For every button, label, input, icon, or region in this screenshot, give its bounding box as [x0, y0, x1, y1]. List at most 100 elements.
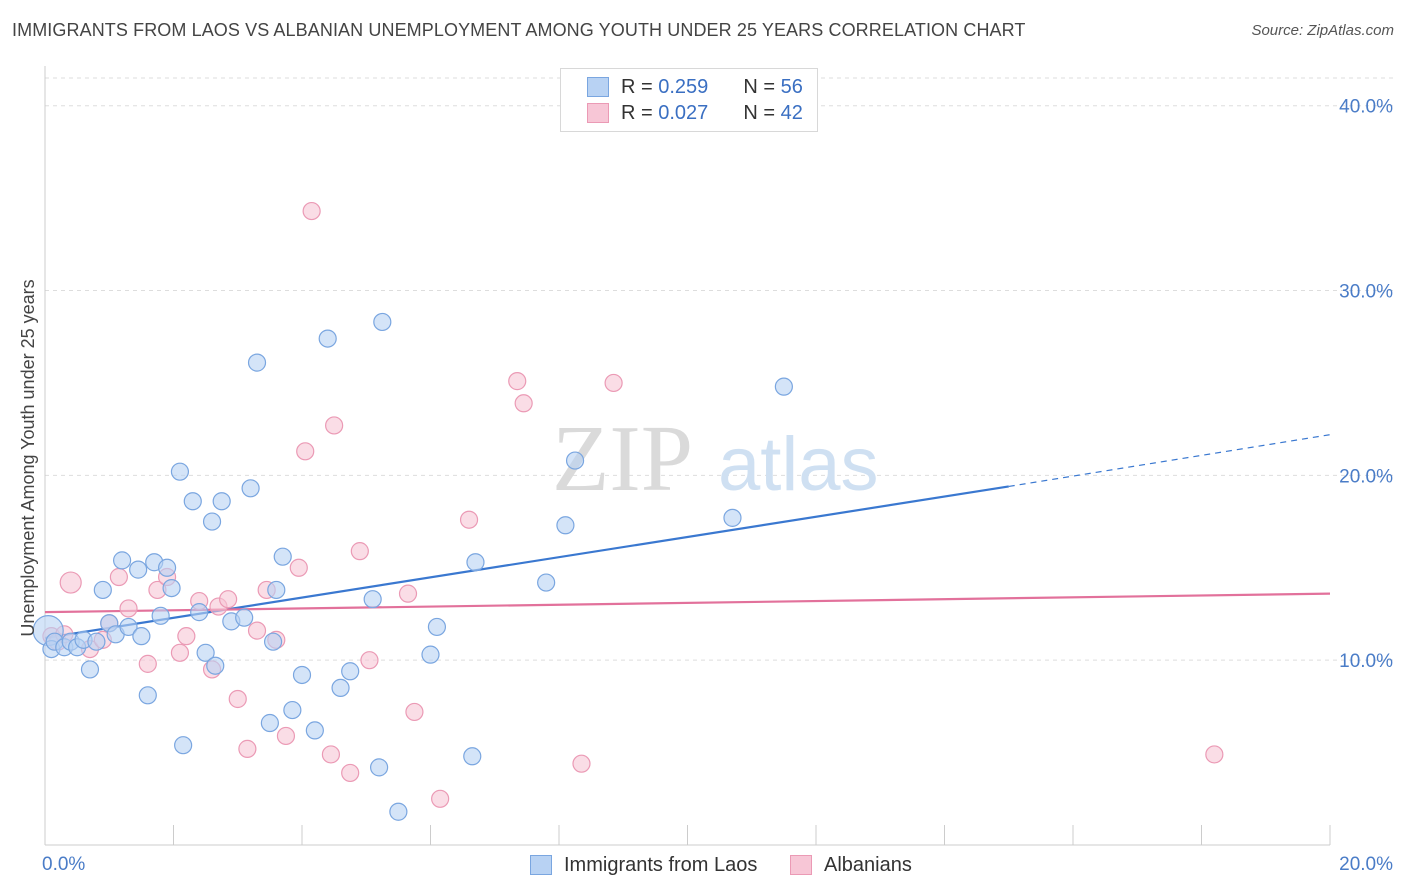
point-laos [93, 580, 112, 600]
point-albanians [350, 542, 369, 561]
point-albanians [289, 558, 308, 577]
point-laos [267, 580, 286, 600]
legend: R = 0.259 N = 56 R = 0.027 N = 42 [560, 68, 818, 132]
point-laos [774, 377, 793, 396]
point-laos [427, 617, 447, 637]
point-laos [389, 802, 408, 821]
point-albanians [398, 584, 418, 603]
point-laos [565, 451, 585, 470]
legend-n-label: N = [743, 75, 776, 98]
trend-line-laos-extension [1008, 434, 1331, 488]
point-laos [292, 665, 312, 685]
point-albanians [247, 621, 267, 640]
point-laos [263, 632, 283, 651]
point-albanians [109, 567, 128, 587]
point-laos [174, 736, 193, 755]
point-albanians [325, 416, 344, 435]
point-albanians [405, 702, 424, 722]
point-laos [273, 547, 292, 566]
point-albanians [341, 763, 360, 783]
bottom-legend-swatch-laos [530, 855, 552, 875]
point-albanians [296, 442, 315, 461]
point-laos [190, 603, 209, 622]
bottom-legend-label-laos: Immigrants from Laos [564, 853, 758, 876]
point-laos [129, 560, 148, 579]
point-albanians [138, 654, 157, 673]
point-albanians [604, 373, 623, 393]
y-tick-label: 20.0% [1339, 466, 1393, 487]
point-laos [112, 551, 132, 570]
point-laos [87, 632, 106, 651]
chart-title: IMMIGRANTS FROM LAOS VS ALBANIAN UNEMPLO… [12, 20, 1026, 40]
legend-n-label: N = [743, 101, 776, 124]
point-laos [331, 678, 350, 698]
y-tick-label: 10.0% [1339, 651, 1393, 672]
point-laos [157, 558, 177, 577]
data-points [32, 201, 1224, 821]
point-laos [170, 462, 190, 481]
point-albanians [321, 745, 341, 764]
point-laos [421, 645, 440, 664]
point-laos [119, 617, 138, 637]
point-albanians [228, 689, 247, 709]
legend-swatch-albanians [587, 103, 609, 123]
legend-n-value: 56 [780, 75, 803, 98]
point-laos [463, 747, 482, 766]
point-albanians [170, 643, 190, 662]
point-albanians [572, 754, 591, 773]
y-tick-label: 40.0% [1339, 97, 1393, 118]
point-laos [132, 627, 151, 646]
point-albanians [508, 372, 527, 391]
point-laos [363, 590, 382, 609]
bottom-legend-laos[interactable]: Immigrants from Laos [530, 852, 757, 878]
point-albanians [219, 590, 238, 609]
point-laos [162, 579, 181, 598]
point-laos [151, 606, 170, 625]
x-tick-label-max: 20.0% [1339, 854, 1393, 875]
point-albanians [302, 201, 321, 221]
trend-line-albanians [44, 592, 1331, 614]
legend-row-albanians: R = 0.027 N = 42 [587, 100, 803, 126]
point-laos [318, 329, 337, 348]
point-laos [247, 353, 267, 372]
x-tick-label-min: 0.0% [42, 854, 85, 875]
bottom-legend-label-albanians: Albanians [824, 853, 912, 876]
point-laos [305, 721, 324, 740]
gridlines [45, 77, 1395, 661]
legend-swatch-laos [587, 77, 609, 97]
point-laos [537, 573, 556, 592]
point-laos [370, 758, 389, 777]
point-laos [341, 662, 360, 681]
point-albanians [119, 599, 138, 618]
point-laos [373, 312, 392, 332]
y-tick-labels: 10.0% 20.0% 30.0% 40.0% [1339, 97, 1393, 672]
point-laos [723, 508, 742, 527]
legend-r-label: R = [621, 75, 653, 98]
point-laos [235, 608, 254, 627]
point-laos [283, 700, 302, 720]
point-laos [206, 656, 225, 675]
point-laos [241, 479, 260, 498]
point-albanians [459, 510, 479, 529]
point-laos [183, 492, 202, 511]
point-albanians [431, 789, 450, 808]
axes [44, 66, 1331, 846]
point-laos [196, 643, 215, 662]
point-albanians [360, 651, 379, 670]
point-albanians [238, 739, 257, 758]
legend-row-laos: R = 0.259 N = 56 [587, 74, 803, 100]
point-laos [80, 660, 100, 679]
point-albanians [177, 627, 196, 646]
legend-r-value: 0.259 [658, 75, 709, 98]
point-laos [138, 686, 157, 705]
bottom-legend-albanians[interactable]: Albanians [790, 852, 912, 878]
x-tick-labels: 0.0% 20.0% [42, 854, 1393, 875]
point-albanians [59, 571, 82, 594]
point-albanians [1205, 745, 1224, 764]
legend-n-value: 42 [780, 101, 803, 124]
point-albanians [514, 394, 533, 413]
point-laos [466, 553, 485, 572]
watermark-atlas: atlas [718, 422, 879, 507]
legend-r-label: R = [621, 101, 653, 124]
